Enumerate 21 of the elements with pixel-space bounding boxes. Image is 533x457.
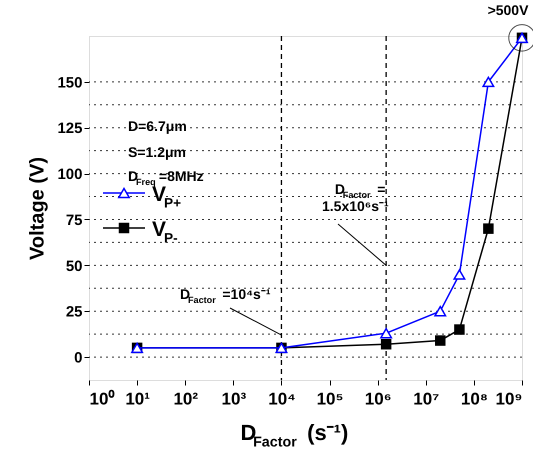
y-tick-label: 125: [57, 120, 82, 138]
y-tick-label: 100: [57, 166, 82, 184]
y-axis-title: Voltage (V): [26, 157, 48, 260]
x-tick-label: 10⁰: [90, 390, 114, 408]
x-tick-label: 10⁹: [496, 390, 522, 408]
x-tick-label: 10³: [222, 390, 246, 408]
y-tick-label: 150: [57, 74, 82, 92]
annotation: D=6.7μm: [128, 118, 187, 134]
x-tick-label: 10⁵: [316, 390, 344, 408]
y-tick-label: 50: [66, 258, 82, 275]
x-tick-label: 10¹: [125, 390, 150, 408]
x-tick-label: 10⁴: [268, 390, 296, 408]
y-tick-label: 75: [66, 212, 82, 229]
annotation: S=1.2μm: [128, 144, 186, 160]
y-tick-label: 0: [74, 350, 82, 367]
x-tick-label: 10⁷: [413, 390, 440, 408]
y-tick-label: 25: [66, 304, 82, 321]
x-tick-label: 10²: [173, 390, 198, 408]
x-tick-label: 10⁶: [364, 390, 392, 408]
x-tick-label: 10⁸: [460, 390, 488, 408]
annotation: >500V: [488, 2, 530, 18]
